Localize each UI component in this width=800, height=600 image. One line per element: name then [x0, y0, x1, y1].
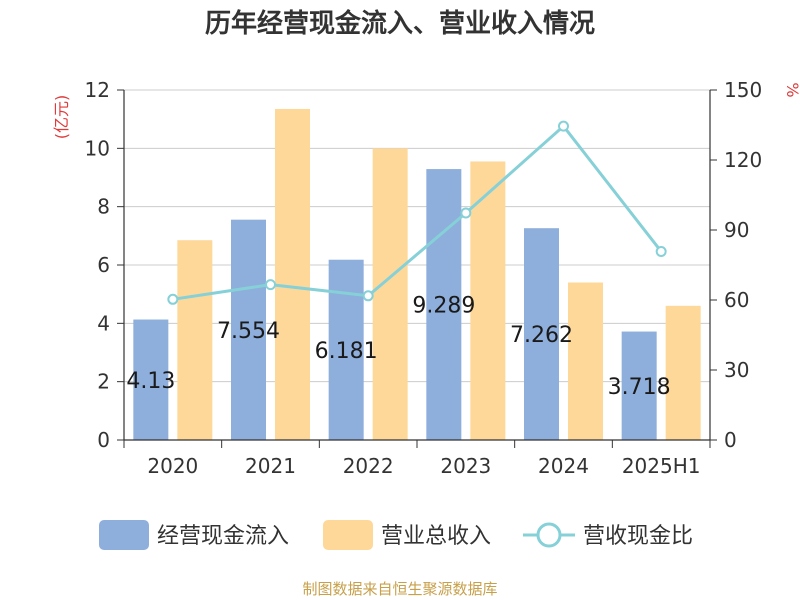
- bar-data-label: 7.262: [510, 323, 573, 348]
- bar-cash-inflow: [133, 319, 169, 440]
- bar-data-label: 3.718: [608, 375, 671, 400]
- legend-item-cash-inflow[interactable]: 经营现金流入: [99, 520, 289, 550]
- legend-item-revenue[interactable]: 营业总收入: [323, 520, 491, 550]
- bar-revenue: [372, 148, 408, 441]
- x-tick-label: 2024: [538, 454, 589, 478]
- bar-cash-inflow: [328, 259, 364, 440]
- ratio-point: [460, 207, 472, 219]
- left-tick-label: 10: [85, 136, 110, 160]
- right-tick-label: 30: [724, 358, 749, 382]
- left-tick-label: 0: [97, 428, 110, 452]
- right-tick-label: 120: [724, 148, 762, 172]
- x-tick-label: 2025H1: [622, 454, 701, 478]
- bar-revenue: [568, 282, 603, 440]
- bar-revenue: [177, 240, 213, 440]
- bar-revenue: [470, 161, 506, 441]
- x-tick-labels: 2020 2021 2022 2023 2024 2025H1: [147, 454, 700, 478]
- left-tick-label: 2: [97, 370, 110, 394]
- right-tick-labels: 0 30 60 90 120 150: [724, 78, 762, 452]
- ratio-point: [655, 245, 667, 257]
- bar-cash-inflow: [621, 331, 657, 440]
- right-tick-label: 60: [724, 288, 749, 312]
- x-tick-label: 2021: [245, 454, 296, 478]
- right-tick-label: 150: [724, 78, 762, 102]
- bar-data-label: 6.181: [315, 339, 378, 364]
- bar-data-label: 4.13: [126, 369, 175, 394]
- left-tick-labels: 0 2 4 6 8 10 12: [85, 78, 110, 452]
- bar-cash-inflow: [231, 219, 266, 440]
- bar-revenue: [275, 108, 310, 440]
- legend-label-cash-inflow: 经营现金流入: [157, 524, 289, 549]
- right-tick-label: 0: [724, 428, 737, 452]
- right-axis-unit: %: [783, 82, 800, 97]
- chart-title: 历年经营现金流入、营业收入情况: [205, 8, 595, 39]
- bar-cash-inflow: [524, 228, 559, 440]
- ratio-point: [167, 293, 179, 305]
- ratio-point: [558, 120, 569, 132]
- bars: [133, 108, 701, 441]
- ratio-point: [362, 290, 374, 302]
- legend: 经营现金流入 营业总收入 营收现金比: [99, 520, 693, 550]
- gridlines: [124, 89, 710, 383]
- ratio-point: [265, 279, 276, 291]
- bar-labels: 4.13 7.554 6.181 9.289 7.262 3.718: [126, 294, 670, 400]
- axes: [117, 89, 717, 448]
- left-tick-label: 6: [97, 253, 110, 277]
- x-tick-label: 2020: [147, 454, 198, 478]
- bar-revenue: [665, 305, 701, 440]
- x-tick-label: 2022: [343, 454, 394, 478]
- legend-label-revenue: 营业总收入: [381, 524, 491, 549]
- legend-item-ratio[interactable]: 营收现金比: [523, 522, 693, 549]
- left-tick-label: 4: [97, 311, 110, 335]
- bar-data-label: 9.289: [412, 294, 475, 319]
- right-tick-label: 90: [724, 218, 749, 242]
- x-tick-label: 2023: [440, 454, 491, 478]
- left-tick-label: 12: [85, 78, 110, 102]
- bar-cash-inflow: [426, 169, 462, 440]
- ratio-line: [167, 120, 667, 305]
- ratio-line-path: [172, 124, 663, 301]
- legend-swatch-cash-inflow: [99, 520, 149, 550]
- legend-swatch-revenue: [323, 520, 373, 550]
- bar-data-label: 7.554: [217, 319, 280, 344]
- legend-label-ratio: 营收现金比: [583, 524, 693, 549]
- source-note: 制图数据来自恒生聚源数据库: [302, 580, 497, 598]
- left-tick-label: 8: [97, 195, 110, 219]
- legend-marker-ratio: [536, 522, 562, 548]
- left-axis-unit: (亿元): [52, 95, 71, 140]
